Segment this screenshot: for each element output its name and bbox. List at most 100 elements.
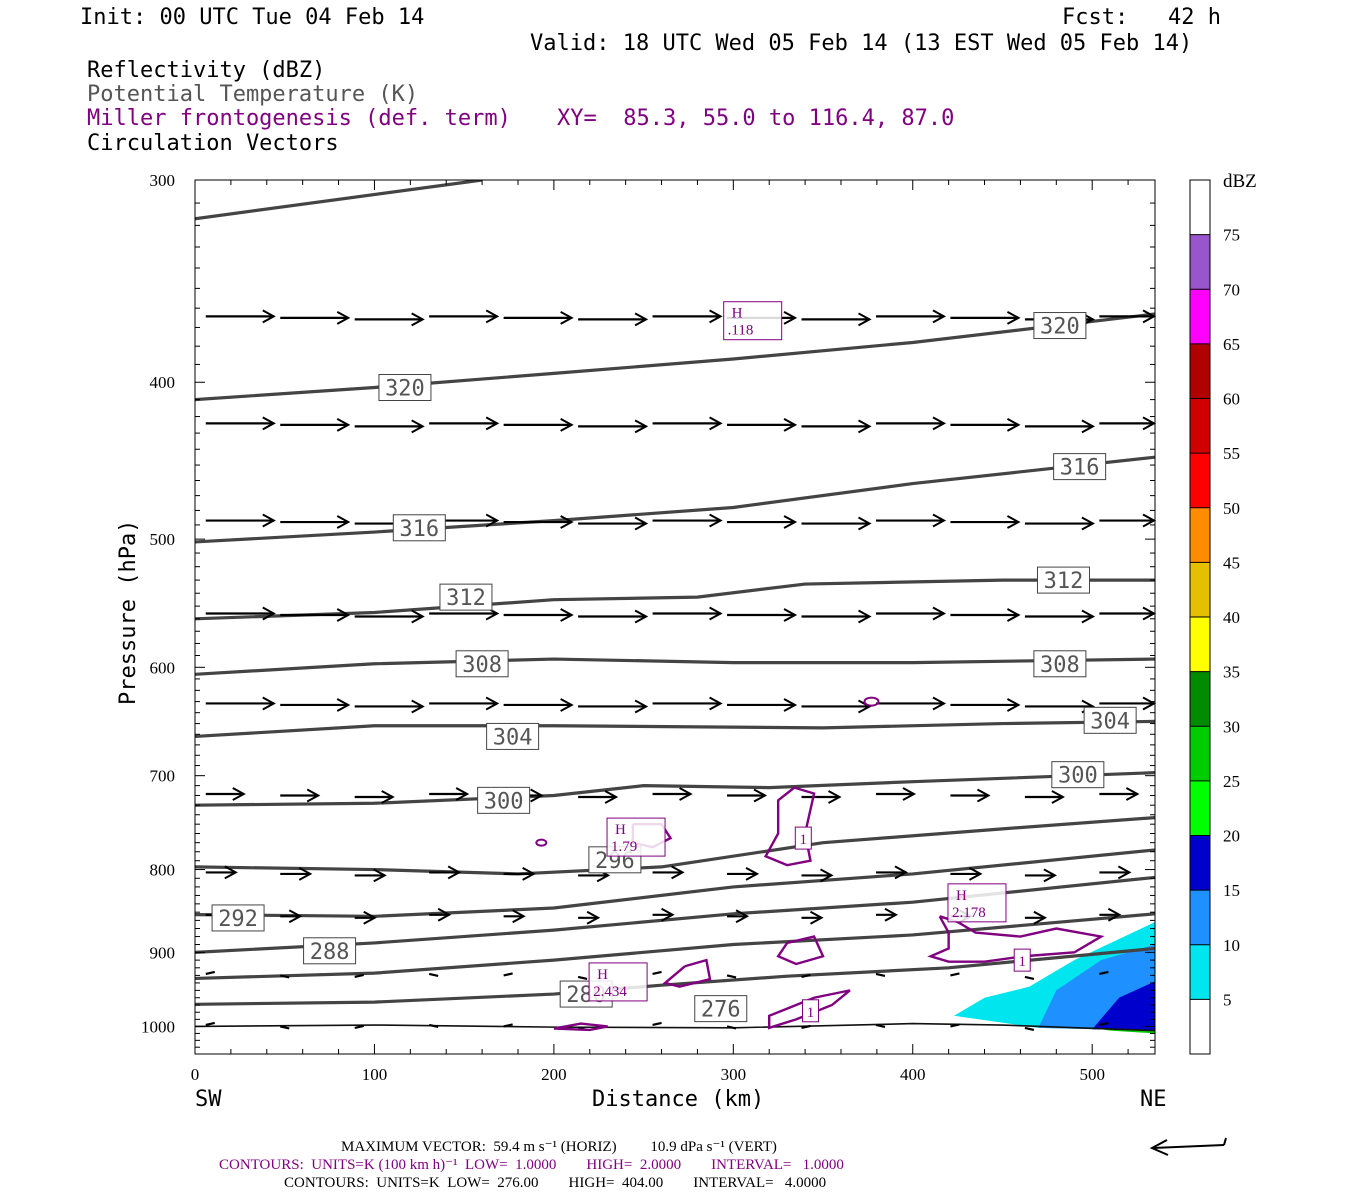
x-tick-label: 200 [541,1065,567,1084]
theta-contour-label: 288 [310,940,350,965]
y-tick-label: 300 [150,171,176,190]
theta-label-box [211,904,265,932]
circulation-vector [1099,970,1109,975]
colorbar-segment [1190,617,1210,672]
vector-arrowhead [976,788,991,803]
theta-label-box [303,937,357,965]
reflectivity-area [1101,1029,1155,1034]
theta-label-box [1036,566,1090,594]
vector-arrowhead [932,416,947,431]
colorbar-segment [1190,835,1210,891]
vector-arrowhead [1107,907,1122,922]
vector-arrowhead [336,417,351,432]
theta-contour [195,719,1155,739]
y-tick-label: 700 [150,767,176,786]
theta-label-box [1033,650,1087,678]
circulation-vector [950,1023,960,1028]
vector-arrowhead [336,608,351,622]
vector-arrowhead [810,910,824,925]
vector-arrowhead [363,910,377,925]
colorbar-label: 75 [1223,226,1240,245]
theta-contour-label: 320 [1040,315,1080,340]
theta-contour [195,578,1155,621]
vector-arrowhead [783,515,798,529]
circulation-vector [726,974,737,979]
vector-arrowhead [560,310,574,325]
theta-label-box [392,514,446,542]
colorbar-segment [1190,780,1210,836]
colorbar-label: 25 [1223,772,1240,791]
x-tick-label: 500 [1079,1065,1105,1084]
circulation-vector [205,970,216,975]
circulation-vector [428,972,439,977]
frontogenesis-max-value: 1.79 [611,839,637,855]
theta-contour-label: 308 [462,653,502,678]
vector-arrowhead [373,868,387,883]
vector-arrowhead [262,696,276,711]
vector-arrowhead [1081,609,1095,624]
vector-arrowhead [679,787,693,801]
theta-contour [195,848,1155,918]
frontogenesis-contour-label: 1 [800,832,808,848]
frontogenesis-contour [776,935,825,966]
vector-arrowhead [485,513,500,528]
vector-arrowhead [894,865,909,880]
legend-reflectivity: Reflectivity (dBZ) [87,58,326,83]
cross-section-coordinates: XY= 85.3, 55.0 to 116.4, 87.0 [557,106,955,131]
vector-arrowhead [858,609,872,624]
vector-arrowhead [522,867,536,881]
vector-arrowhead [224,865,238,880]
colorbar-label: 20 [1223,827,1240,846]
frontogenesis-max-value: 2.178 [952,905,986,921]
theta-contour [195,657,1155,676]
colorbar-segment [1190,890,1210,945]
circulation-vector [354,973,364,978]
vector-arrowhead [709,513,723,528]
vector-arrowhead [828,790,842,804]
theta-contour-label: 308 [1040,653,1080,678]
y-tick-label: 900 [150,943,176,962]
init-time: Init: 00 UTC Tue 04 Feb 14 [80,5,425,30]
frontogenesis-max-value: 2.434 [593,984,627,1000]
vector-arrowhead [634,419,649,434]
circulation-vector [652,970,662,975]
vector-arrowhead [262,606,276,621]
vector-arrowhead [634,516,649,531]
frontogenesis-label-box [801,999,819,1023]
vector-arrowhead [735,909,750,924]
vector-arrowhead [411,419,425,434]
vector-arrowhead [262,513,276,528]
circulation-vector [726,1025,737,1030]
theta-label-box [694,995,748,1023]
vector-arrowhead [411,609,425,624]
circulation-vector [1024,975,1035,980]
vector-arrowhead [298,867,313,881]
vector-arrowhead [288,909,303,924]
theta-contour [195,455,1155,544]
vector-arrowhead [709,309,723,324]
vector-arrowhead [884,907,899,922]
vector-arrowhead [783,310,798,325]
vector-arrowhead [709,696,723,711]
vector-arrowhead [1142,513,1157,528]
x-tick-label: 100 [362,1065,388,1084]
vector-arrowhead [262,416,276,431]
frontogenesis-max-marker: H [615,822,626,838]
frontogenesis-max-box [588,962,648,1002]
frontogenesis-max-value: .118 [728,323,754,339]
frontogenesis-contour-label: 1 [807,1005,815,1021]
colorbar-segment [1190,562,1210,617]
frontogenesis-max-marker: H [732,306,743,322]
theta-label-box [477,786,531,814]
vector-arrowhead [411,312,425,327]
theta-label-box [1083,706,1137,734]
y-tick-label: 400 [150,373,176,392]
vector-arrowhead [1081,419,1095,434]
vector-arrowhead [1117,865,1132,880]
colorbar-unit-label: dBZ [1223,171,1257,192]
colorbar-label: 65 [1223,335,1240,354]
vector-arrowhead [1043,868,1057,883]
terrain-line [195,1022,1155,1032]
legend-potential-temperature: Potential Temperature (K) [87,82,419,107]
frontogenesis-max-box [723,301,783,341]
